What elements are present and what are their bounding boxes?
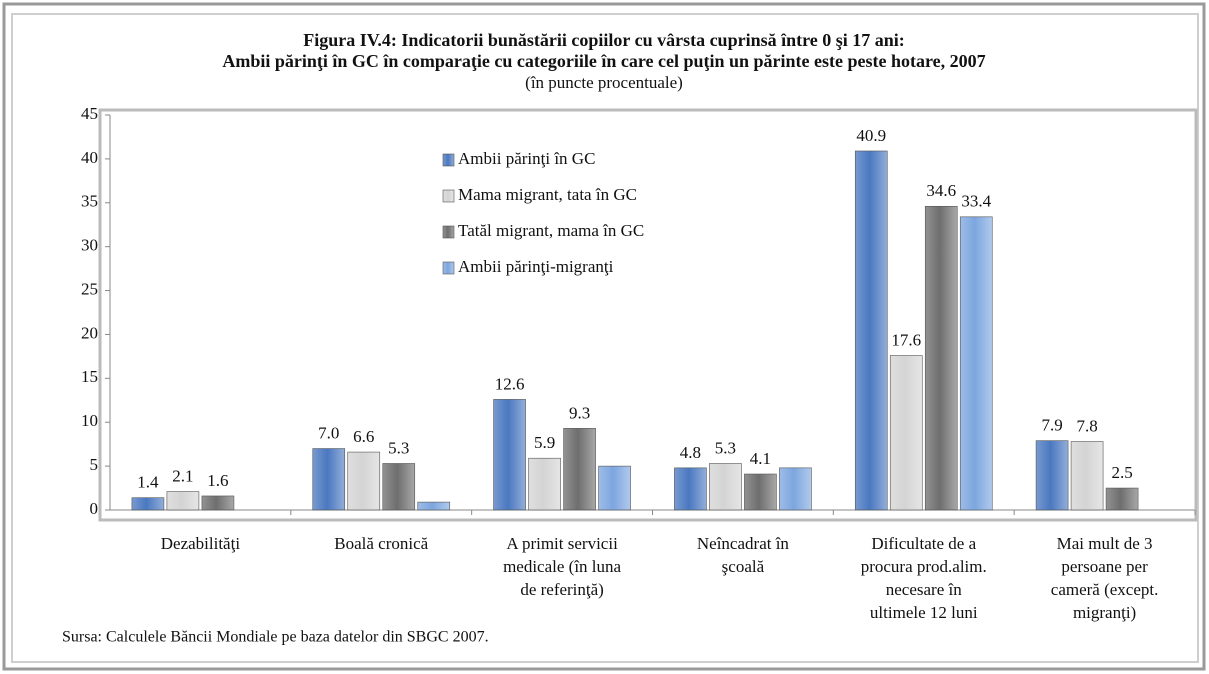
legend-swatch	[442, 153, 455, 167]
data-label: 5.9	[534, 433, 555, 452]
data-label: 2.1	[172, 466, 193, 485]
bar	[382, 463, 416, 511]
x-tick-label: Boală cronică	[334, 534, 428, 553]
data-label: 7.0	[318, 423, 339, 442]
y-tick-label: 25	[81, 279, 98, 298]
bar	[744, 473, 777, 511]
bar	[417, 501, 451, 511]
chart-subtitle: (în puncte procentuale)	[525, 73, 683, 92]
data-label: 6.6	[353, 427, 374, 446]
source: Sursa: Calculele Băncii Mondiale pe baza…	[62, 629, 489, 646]
y-tick-label: 10	[81, 411, 98, 430]
y-tick-label: 20	[81, 323, 98, 342]
bar	[201, 495, 235, 511]
data-label: 7.8	[1076, 416, 1097, 435]
bar	[1105, 487, 1139, 511]
bar	[598, 465, 631, 511]
legend-label: Ambii părinţi-migranţi	[458, 257, 614, 276]
y-tick-label: 45	[81, 104, 98, 123]
x-tick-label: Neîncadrat în şcoală	[697, 534, 790, 576]
x-tick-label: Dezabilităţi	[161, 534, 241, 553]
data-label: 5.3	[715, 438, 736, 457]
data-label: 2.5	[1111, 463, 1132, 482]
bar	[563, 428, 596, 511]
bar	[959, 216, 993, 511]
data-label: 33.4	[961, 192, 991, 211]
y-tick-label: 35	[81, 192, 98, 211]
legend-label: Tatăl migrant, mama în GC	[458, 221, 644, 240]
x-tick-label: Mai mult de 3 persoane per cameră (except.…	[1051, 534, 1159, 622]
data-label: 5.3	[388, 438, 409, 457]
data-label: 9.3	[569, 403, 590, 422]
data-label: 17.6	[891, 330, 921, 349]
data-label: 12.6	[495, 374, 525, 393]
inner-frame	[11, 13, 1199, 663]
legend-swatch	[442, 225, 455, 239]
legend-label: Ambii părinţi în GC	[458, 149, 595, 168]
bar	[674, 467, 707, 511]
bar	[709, 463, 742, 511]
data-label: 7.9	[1041, 416, 1062, 435]
bar	[347, 451, 381, 511]
bar	[166, 491, 200, 511]
y-tick-label: 0	[90, 499, 99, 518]
chart-title-2: Ambii părinţi în GC în comparaţie cu cat…	[222, 51, 985, 71]
bar	[131, 497, 165, 511]
x-tick-label: A primit servicii medicale (în luna de ref…	[503, 534, 621, 599]
bar	[779, 467, 812, 511]
chart-title: Figura IV.4: Indicatorii bunăstării copi…	[303, 30, 905, 50]
bar	[1070, 441, 1104, 511]
bar	[493, 399, 526, 511]
plot-frame	[98, 108, 1198, 522]
data-label: 34.6	[926, 181, 956, 200]
bar	[312, 448, 346, 511]
legend-label: Mama migrant, tata în GC	[458, 185, 637, 204]
y-tick-label: 5	[90, 455, 99, 474]
data-label: 1.6	[207, 471, 228, 490]
data-label: 4.1	[750, 449, 771, 468]
legend-swatch	[442, 189, 455, 203]
bar	[924, 205, 958, 511]
bar	[889, 355, 923, 511]
bar	[1035, 440, 1069, 511]
x-tick-label: Dificultate de a procura prod.alim. necesa…	[861, 534, 987, 622]
y-tick-label: 15	[81, 367, 98, 386]
bar	[528, 457, 561, 511]
data-label: 4.8	[680, 443, 701, 462]
y-tick-label: 30	[81, 236, 98, 255]
y-tick-label: 40	[81, 148, 98, 167]
data-label: 40.9	[856, 126, 886, 145]
legend-swatch	[442, 261, 455, 275]
data-label: 1.4	[137, 473, 159, 492]
bar	[854, 150, 888, 511]
